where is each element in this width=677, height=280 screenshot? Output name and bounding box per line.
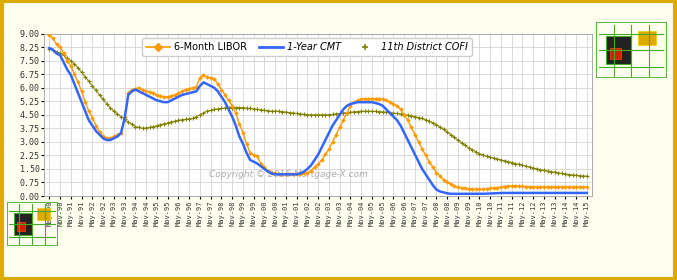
Legend: 6-Month LIBOR, 1-Year CMT, 11th District COFI: 6-Month LIBOR, 1-Year CMT, 11th District… xyxy=(142,38,472,56)
Bar xyxy=(14,213,32,235)
Bar xyxy=(37,208,50,220)
Text: Copyright © 2015 Mortgage-X.com: Copyright © 2015 Mortgage-X.com xyxy=(209,169,368,179)
Bar xyxy=(17,222,24,231)
Bar xyxy=(610,48,621,59)
Bar xyxy=(638,31,656,45)
Bar xyxy=(607,36,632,64)
